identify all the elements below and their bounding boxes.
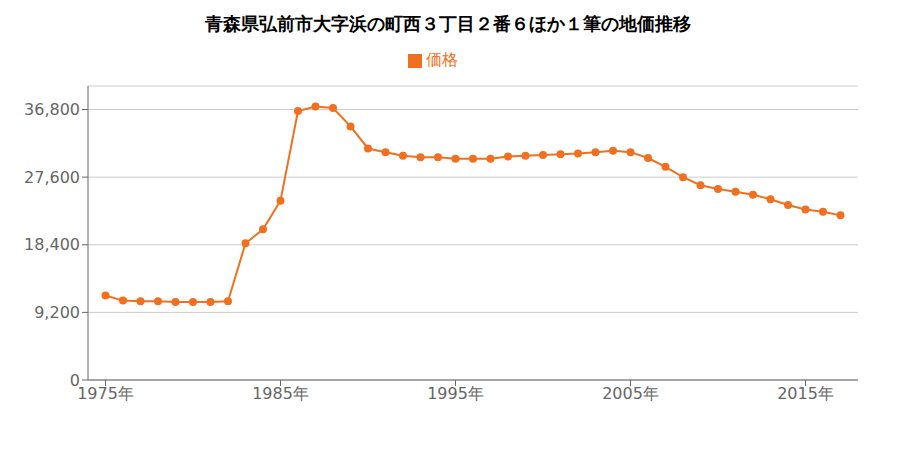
svg-text:9,200: 9,200 — [34, 303, 80, 322]
svg-text:18,400: 18,400 — [24, 235, 80, 254]
svg-text:2005年: 2005年 — [602, 384, 659, 403]
svg-text:1975年: 1975年 — [77, 384, 134, 403]
svg-text:36,800: 36,800 — [24, 100, 80, 119]
html-text:価格: 価格 — [426, 50, 458, 69]
html-text:青森県弘前市大字浜の町西３丁目２番６ほか１筆の地価推移: 青森県弘前市大字浜の町西３丁目２番６ほか１筆の地価推移 — [205, 13, 691, 34]
svg-text:1995年: 1995年 — [427, 384, 484, 403]
svg-text:27,600: 27,600 — [24, 168, 80, 187]
svg-text:2015年: 2015年 — [777, 384, 834, 403]
svg-text:0: 0 — [70, 371, 80, 390]
svg-text:1985年: 1985年 — [252, 384, 309, 403]
